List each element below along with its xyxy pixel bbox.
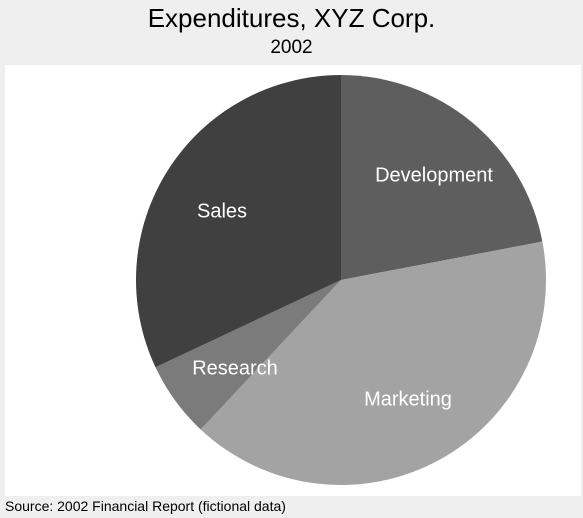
pie-slice-research [155,280,341,430]
source-note: Source: 2002 Financial Report (fictional… [5,498,286,514]
plot-area: Development Marketing Research Sales [5,65,581,496]
pie-slice-sales [136,75,341,368]
chart-subtitle: 2002 [270,37,313,58]
pie-slice-development [341,75,543,280]
pie-slice-marketing [200,241,547,485]
slice-label-marketing: Marketing [364,388,452,410]
pie-chart: Development Marketing Research Sales [136,75,547,485]
chart-title: Expenditures, XYZ Corp. [147,3,436,33]
slice-label-research: Research [192,357,278,379]
slice-label-sales: Sales [197,200,247,222]
slice-label-development: Development [375,164,493,186]
